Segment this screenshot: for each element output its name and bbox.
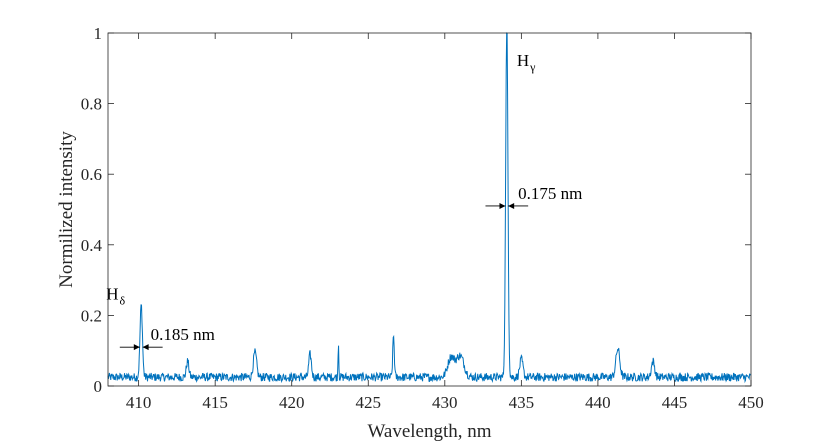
h-delta-fwhm-arrow-left-head	[133, 344, 140, 351]
h-delta-fwhm-label: 0.185 nm	[151, 325, 215, 344]
x-tick-label: 435	[509, 393, 535, 412]
plot-frame	[107, 32, 752, 387]
y-tick-label: 1	[94, 24, 103, 43]
y-axis-label: Normilized intensity	[56, 131, 77, 288]
h-gamma-fwhm-label: 0.175 nm	[518, 184, 582, 203]
x-tick-label: 440	[585, 393, 611, 412]
h-gamma-fwhm-arrow-left-head	[499, 202, 506, 209]
spectrum-line	[107, 32, 752, 384]
h-gamma-fwhm-arrow-right-head	[508, 202, 515, 209]
x-tick-label: 420	[279, 393, 305, 412]
h-delta-label: Hδ	[106, 285, 125, 308]
y-tick-label: 0.4	[81, 236, 103, 255]
y-tick-label: 0.6	[81, 165, 102, 184]
x-tick-label: 445	[662, 393, 688, 412]
x-tick-label: 415	[202, 393, 228, 412]
x-tick-label: 410	[126, 393, 152, 412]
h-delta-fwhm-arrow-right-head	[142, 344, 149, 351]
x-tick-label: 425	[356, 393, 382, 412]
y-tick-label: 0	[94, 377, 103, 396]
plot-background	[108, 33, 751, 386]
h-gamma-label: Hγ	[517, 51, 536, 74]
x-tick-label: 450	[738, 393, 764, 412]
y-tick-label: 0.2	[81, 306, 102, 325]
y-tick-label: 0.8	[81, 95, 102, 114]
x-axis-label: Wavelength, nm	[367, 421, 491, 441]
x-tick-label: 430	[432, 393, 458, 412]
